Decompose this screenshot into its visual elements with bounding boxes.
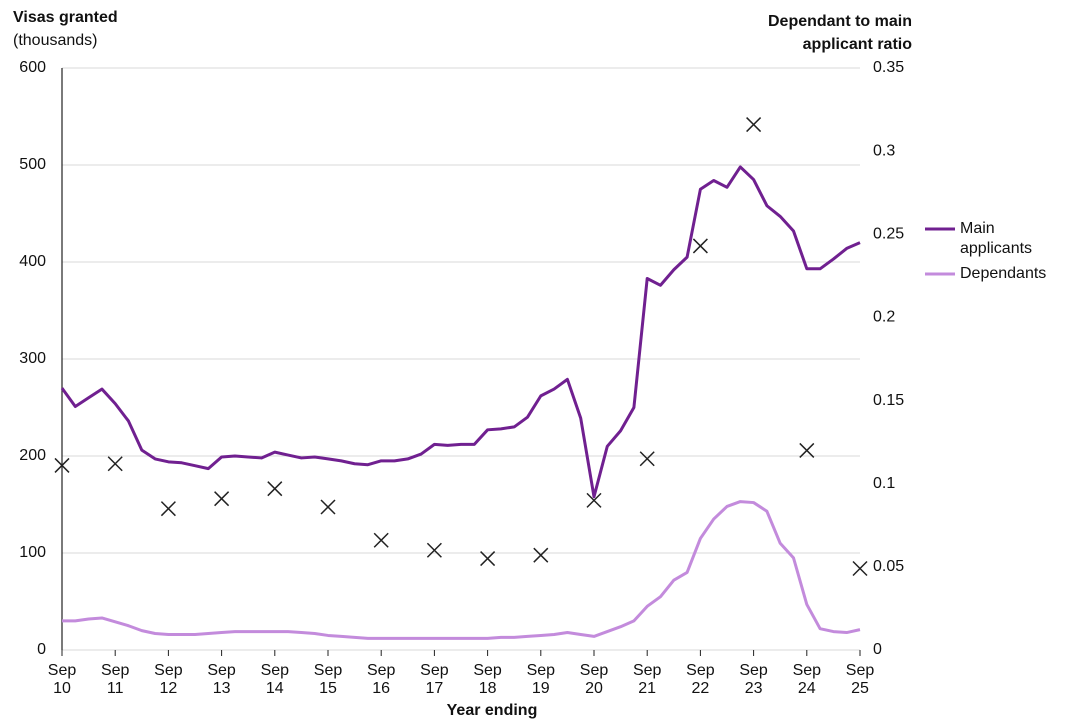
ratio-marker [480,551,496,567]
y2-axis-title: applicant ratio [803,36,913,53]
ratio-marker [746,117,762,133]
y-tick-label: 600 [19,59,46,76]
x-tick-label: Sep 13 [207,662,236,697]
ratio-marker [426,542,442,558]
x-tick-label: Sep 16 [366,662,396,697]
ratio-marker [54,457,70,473]
x-tick-label: Sep 18 [473,662,502,697]
ratio-marker [692,238,708,254]
series-line [62,500,861,640]
y-axis-unit: (thousands) [13,32,98,49]
y2-axis-title: Dependant to main [768,13,912,30]
y2-tick-label: 0.2 [873,309,895,326]
y-axis-title: Visas granted [13,9,118,26]
x-tick-label: Sep 14 [260,662,290,697]
x-tick-label: Sep 10 [47,662,77,697]
ratio-marker [373,532,389,548]
y2-tick-label: 0 [873,641,882,658]
x-axis-title: Year ending [447,702,538,719]
series-line [60,165,861,499]
legend-label: Dependants [960,265,1047,282]
ratio-marker [533,547,549,563]
y-tick-label: 100 [19,544,46,561]
y2-tick-label: 0.25 [873,226,904,243]
x-tick-label: Sep 17 [420,662,449,697]
x-tick-label: Sep 25 [845,662,875,697]
ratio-marker [852,560,868,577]
ratio-marker [320,499,336,515]
x-tick-label: Sep 15 [313,662,343,697]
y2-tick-label: 0.35 [873,59,904,76]
legend-label: Main applicants [960,220,1033,257]
y-tick-label: 200 [19,447,46,464]
ratio-marker [160,501,176,517]
x-tick-label: Sep 12 [154,662,183,697]
x-tick-label: Sep 21 [632,662,662,697]
x-tick-label: Sep 24 [792,662,822,697]
y-tick-label: 400 [19,253,46,270]
ratio-marker [107,456,123,472]
x-tick-label: Sep 20 [579,662,609,697]
ratio-marker [586,492,602,508]
x-tick-label: Sep 11 [100,662,130,697]
ratio-marker [799,442,815,458]
y2-tick-label: 0.15 [873,392,904,409]
x-tick-label: Sep 23 [739,662,768,697]
y-tick-label: 300 [19,350,46,367]
y2-tick-label: 0.3 [873,142,895,159]
ratio-marker [214,491,230,507]
y-tick-label: 500 [19,156,46,173]
x-tick-label: Sep 19 [526,662,556,697]
ratio-marker [639,451,655,467]
ratio-marker [267,481,283,497]
y2-tick-label: 0.05 [873,558,904,575]
x-tick-label: Sep 22 [686,662,715,697]
y-tick-label: 0 [37,641,46,658]
y2-tick-label: 0.1 [873,475,895,492]
